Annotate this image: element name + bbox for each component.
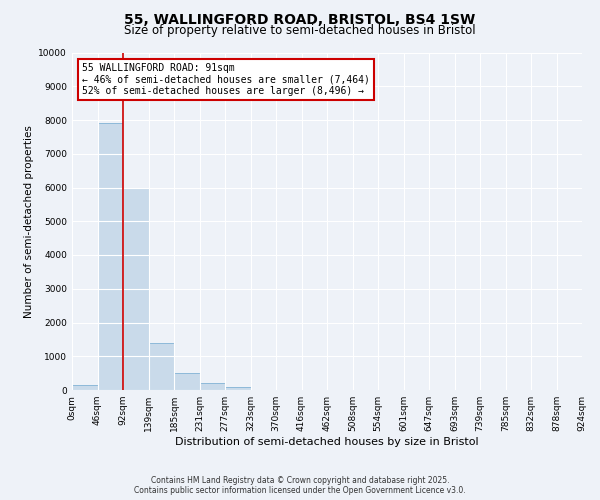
Bar xyxy=(97,124,123,390)
Text: Size of property relative to semi-detached houses in Bristol: Size of property relative to semi-detach… xyxy=(124,24,476,37)
Bar xyxy=(72,385,97,390)
Text: Contains HM Land Registry data © Crown copyright and database right 2025.
Contai: Contains HM Land Registry data © Crown c… xyxy=(134,476,466,495)
Text: 55, WALLINGFORD ROAD, BRISTOL, BS4 1SW: 55, WALLINGFORD ROAD, BRISTOL, BS4 1SW xyxy=(124,12,476,26)
Bar xyxy=(149,343,174,390)
Y-axis label: Number of semi-detached properties: Number of semi-detached properties xyxy=(24,125,34,318)
Bar xyxy=(123,188,149,390)
Text: 55 WALLINGFORD ROAD: 91sqm
← 46% of semi-detached houses are smaller (7,464)
52%: 55 WALLINGFORD ROAD: 91sqm ← 46% of semi… xyxy=(82,62,370,96)
Bar xyxy=(174,373,199,390)
X-axis label: Distribution of semi-detached houses by size in Bristol: Distribution of semi-detached houses by … xyxy=(175,437,479,447)
Bar xyxy=(225,386,251,390)
Bar xyxy=(199,383,225,390)
